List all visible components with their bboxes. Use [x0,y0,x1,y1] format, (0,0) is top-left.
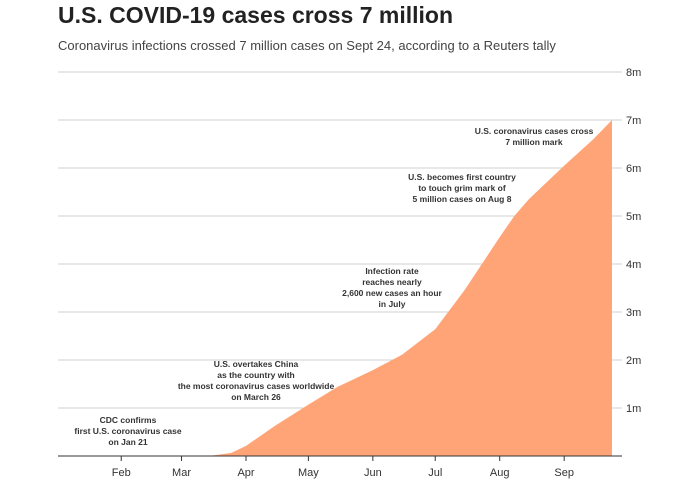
annotation-2-line-2: 2,600 new cases an hour [342,288,442,298]
annotation-2-line-3: in July [379,299,406,309]
x-tick-label-2: Apr [237,467,254,479]
annotation-2: Infection rate reaches nearly 2,600 new ca… [342,266,442,309]
annotation-0: CDC confirms first U.S. coronavirus case o… [74,415,182,447]
x-tick-label-7: Sep [554,467,574,479]
annotation-0-line-2: on Jan 21 [108,437,147,447]
y-tick-label-6: 7m [626,115,641,127]
annotation-0-line-0: CDC confirms [100,415,157,425]
chart-title: U.S. COVID-19 cases cross 7 million [58,2,453,28]
axes [58,455,622,461]
annotation-1: U.S. overtakes China as the country with t… [178,359,335,402]
x-tick-labels: Feb Mar Apr May Jun Jul Aug Sep [112,467,574,479]
cases-area-path [98,120,612,456]
annotation-4-line-0: U.S. coronavirus cases cross [475,126,594,136]
y-tick-label-2: 3m [626,307,641,319]
x-tick-label-4: Jun [364,467,382,479]
annotation-0-line-1: first U.S. coronavirus case [74,426,182,436]
cases-area [98,120,612,456]
annotations: CDC confirms first U.S. coronavirus case o… [74,126,593,447]
annotation-1-line-0: U.S. overtakes China [214,359,299,369]
y-tick-label-0: 1m [626,403,641,415]
annotation-3-line-0: U.S. becomes first country [408,172,516,182]
y-tick-label-4: 5m [626,211,641,223]
x-tick-label-0: Feb [112,467,131,479]
annotation-2-line-0: Infection rate [365,266,419,276]
x-tick-label-3: May [298,467,319,479]
y-tick-label-1: 2m [626,355,641,367]
x-tick-label-6: Aug [490,467,510,479]
annotation-4: U.S. coronavirus cases cross 7 million ma… [475,126,594,147]
y-tick-label-7: 8m [626,67,641,79]
annotation-3-line-1: to touch grim mark of [418,183,506,193]
annotation-1-line-1: as the country with [217,370,294,380]
y-tick-label-3: 4m [626,259,641,271]
annotation-1-line-3: on March 26 [231,392,281,402]
annotation-3-line-2: 5 million cases on Aug 8 [413,194,512,204]
y-tick-label-5: 6m [626,163,641,175]
x-tick-label-5: Jul [428,467,442,479]
chart-subtitle: Coronavirus infections crossed 7 million… [58,38,556,53]
annotation-2-line-1: reaches nearly [362,277,422,287]
x-tick-label-1: Mar [172,467,191,479]
annotation-3: U.S. becomes first country to touch grim … [408,172,516,204]
annotation-1-line-2: the most coronavirus cases worldwide [178,381,335,391]
y-tick-labels: 1m 2m 3m 4m 5m 6m 7m 8m [626,67,641,415]
annotation-4-line-1: 7 million mark [505,137,562,147]
